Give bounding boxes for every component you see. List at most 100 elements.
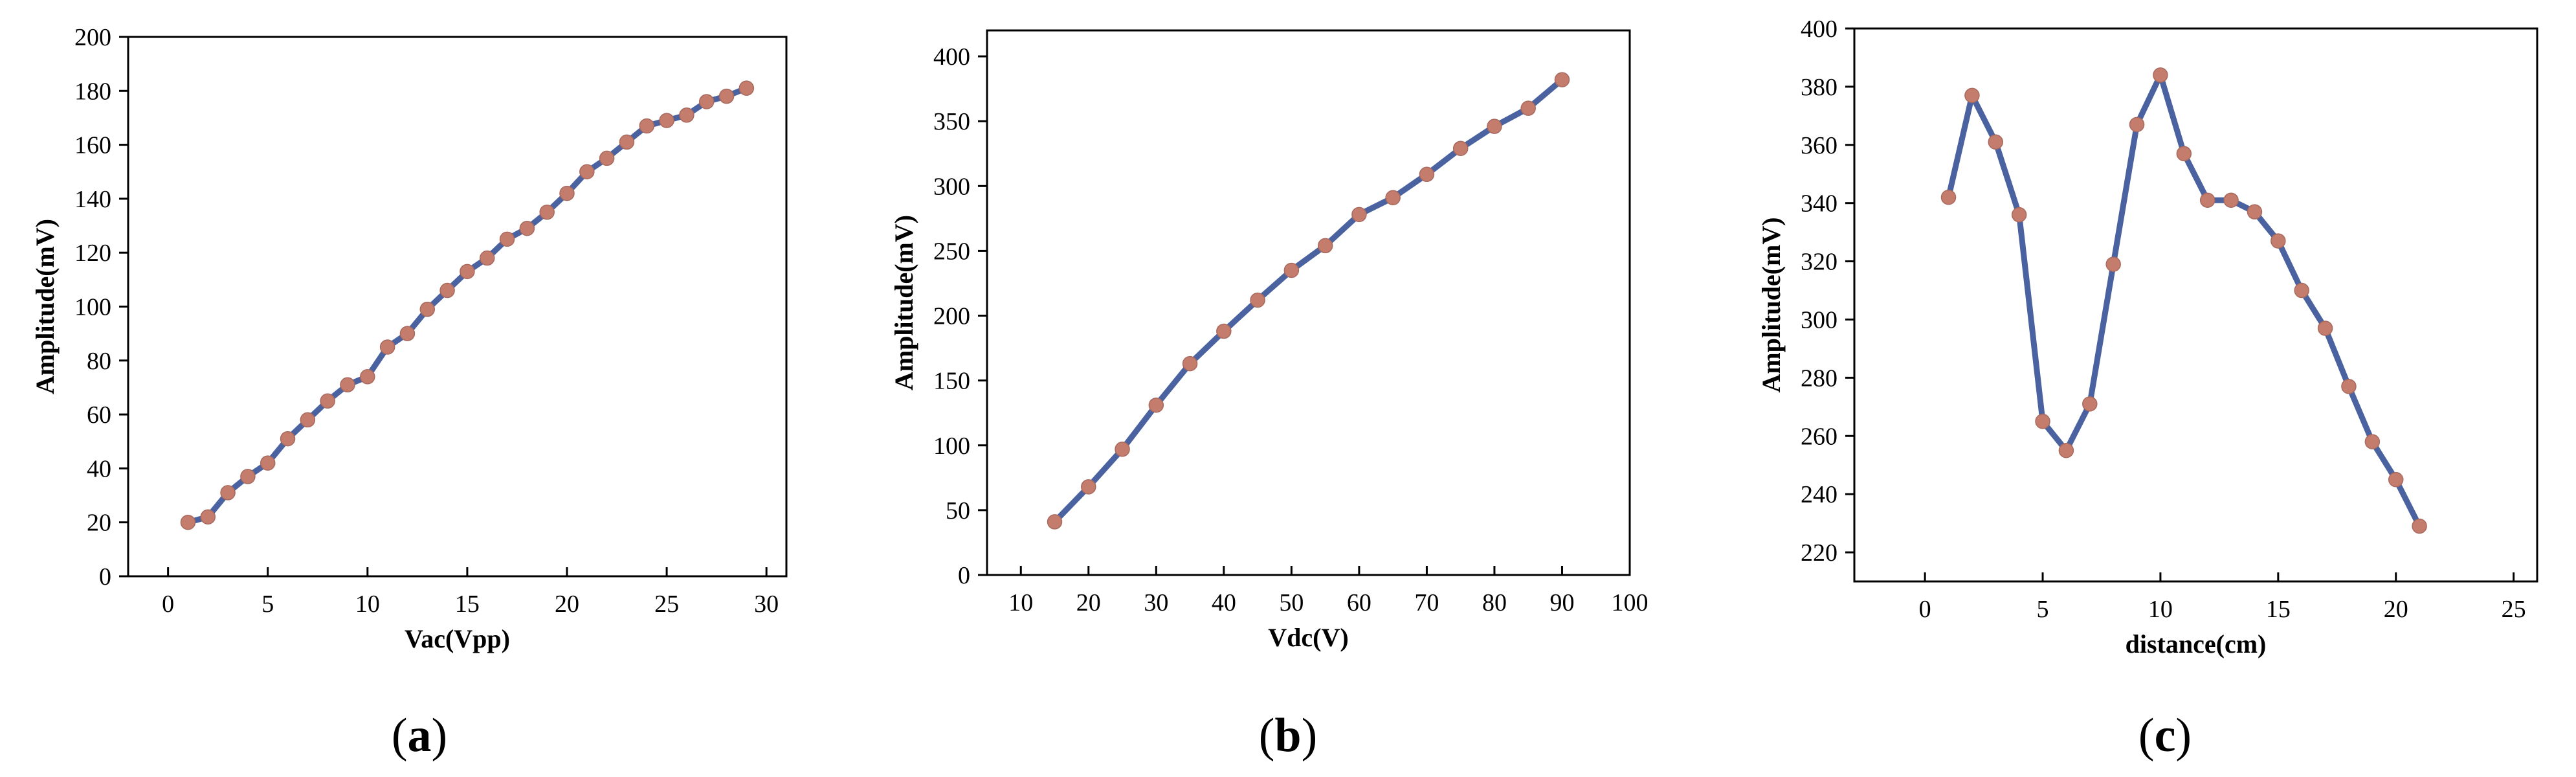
- data-point: [679, 107, 694, 123]
- data-point: [439, 282, 455, 298]
- y-tick-label: 140: [74, 186, 111, 213]
- data-point: [280, 431, 296, 447]
- x-axis-title: Vac(Vpp): [405, 624, 510, 653]
- data-point: [519, 220, 535, 236]
- y-tick-label: 400: [933, 43, 970, 71]
- data-point: [1940, 189, 1957, 205]
- panel-label-open: (: [392, 709, 408, 762]
- y-tick-label: 200: [74, 24, 111, 51]
- data-point: [360, 369, 375, 385]
- y-axis-title: Amplitude(mV): [30, 219, 60, 394]
- data-point: [419, 301, 436, 317]
- data-point: [1520, 100, 1536, 116]
- y-tick-label: 250: [933, 238, 970, 265]
- data-point: [1182, 355, 1198, 372]
- data-point: [340, 377, 355, 393]
- data-point: [1115, 442, 1130, 457]
- data-point: [180, 514, 196, 530]
- data-point: [2271, 233, 2286, 249]
- y-tick-label: 0: [99, 563, 111, 591]
- panel-label: (c): [2138, 709, 2192, 762]
- x-tick-label: 5: [2037, 596, 2049, 623]
- data-point: [2412, 518, 2427, 534]
- x-tick-label: 60: [1347, 589, 1371, 616]
- y-tick-label: 100: [74, 294, 111, 321]
- data-point: [718, 88, 735, 104]
- data-point: [499, 231, 515, 247]
- data-point: [2082, 396, 2098, 412]
- data-point: [200, 509, 216, 525]
- panel-label-open: (: [1259, 709, 1275, 762]
- y-tick-label: 200: [933, 303, 970, 330]
- y-tick-label: 180: [74, 78, 111, 105]
- data-point: [1148, 397, 1164, 413]
- chart-panel-a: 0 5 10 15 20 25 30 0 20 40 60 80 100 120 140 160 180 200 V…: [30, 24, 788, 762]
- data-point: [479, 250, 495, 266]
- y-tick-label: 100: [933, 433, 970, 460]
- y-tick-label: 160: [74, 132, 111, 159]
- panel-label: (a): [392, 709, 447, 762]
- panel-label-letter: b: [1274, 709, 1301, 762]
- panel-label-open: (: [2138, 709, 2155, 762]
- x-tick-label: 70: [1414, 589, 1439, 616]
- x-tick-label: 15: [2266, 596, 2291, 623]
- data-point: [1419, 166, 1435, 183]
- data-point: [659, 113, 674, 128]
- x-tick-label: 20: [1076, 589, 1101, 616]
- x-tick-label: 80: [1482, 589, 1507, 616]
- data-point: [539, 204, 555, 220]
- panel-label-letter: c: [2155, 709, 2176, 762]
- x-tick-label: 10: [2148, 596, 2173, 623]
- y-tick-label: 60: [87, 401, 111, 429]
- data-point: [2294, 282, 2309, 298]
- x-tick-label: 10: [355, 591, 380, 618]
- y-axis-title: Amplitude(mV): [1757, 217, 1786, 392]
- panel-label-close: ): [1302, 709, 1318, 762]
- chart-panel-b: 10 20 30 40 50 60 70 80 90 100 0 50 100 150 200 250 300 3…: [889, 29, 1649, 762]
- x-tick-label: 10: [1008, 589, 1033, 616]
- data-point: [379, 339, 395, 355]
- data-point: [698, 94, 715, 109]
- x-tick-label: 25: [654, 591, 679, 618]
- data-point: [1487, 118, 1502, 134]
- y-tick-label: 20: [87, 510, 111, 537]
- data-point: [2364, 434, 2381, 450]
- y-tick-label: 260: [1801, 423, 1838, 450]
- data-point: [599, 150, 615, 166]
- panel-label-close: ): [432, 709, 448, 762]
- y-tick-label: 340: [1801, 190, 1838, 218]
- data-point: [1385, 190, 1401, 206]
- x-axis-title: distance(cm): [2126, 629, 2267, 659]
- x-tick-label: 100: [1612, 589, 1649, 616]
- data-point: [1988, 134, 2004, 150]
- y-tick-label: 380: [1801, 74, 1838, 101]
- y-tick-label: 280: [1801, 365, 1838, 392]
- series-line: [1052, 76, 1565, 525]
- data-point: [240, 469, 256, 484]
- y-tick-label: 120: [74, 240, 111, 267]
- y-tick-label: 300: [933, 173, 970, 200]
- panel-label: (b): [1259, 709, 1317, 762]
- data-point: [2247, 204, 2263, 220]
- data-point: [300, 412, 316, 428]
- y-tick-label: 300: [1801, 306, 1838, 333]
- x-tick-label: 40: [1212, 589, 1236, 616]
- data-point: [460, 264, 475, 280]
- y-tick-label: 0: [958, 562, 970, 589]
- data-point: [2341, 379, 2357, 394]
- x-tick-label: 30: [1144, 589, 1168, 616]
- data-point: [1452, 141, 1469, 156]
- y-tick-label: 50: [946, 497, 970, 524]
- data-point: [1964, 87, 1980, 104]
- data-point: [399, 326, 416, 341]
- y-tick-label: 400: [1801, 16, 1838, 43]
- series-line: [1946, 72, 2423, 530]
- data-point: [2176, 146, 2192, 162]
- y-tick-label: 350: [933, 108, 970, 135]
- data-point: [1216, 323, 1232, 339]
- data-point: [738, 80, 755, 96]
- data-point: [639, 118, 655, 134]
- x-tick-label: 15: [455, 591, 480, 618]
- data-point: [619, 134, 635, 150]
